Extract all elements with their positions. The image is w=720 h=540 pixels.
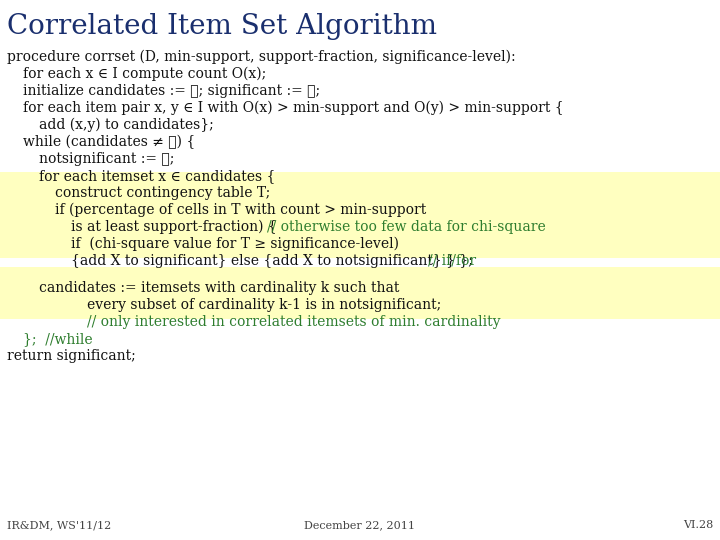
Text: if  (chi-square value for T ≥ significance-level): if (chi-square value for T ≥ significanc… — [71, 237, 399, 252]
Text: is at least support-fraction) {: is at least support-fraction) { — [71, 220, 286, 234]
Text: if (percentage of cells in T with count > min-support: if (percentage of cells in T with count … — [55, 203, 426, 218]
Text: return significant;: return significant; — [7, 349, 136, 363]
Text: while (candidates ≠ ∅) {: while (candidates ≠ ∅) { — [23, 135, 195, 149]
Text: VI.28: VI.28 — [683, 520, 713, 530]
Text: {add X to significant} else {add X to notsignificant} } };: {add X to significant} else {add X to no… — [71, 254, 482, 268]
Text: // otherwise too few data for chi-square: // otherwise too few data for chi-square — [267, 220, 546, 234]
Text: construct contingency table T;: construct contingency table T; — [55, 186, 270, 200]
Bar — [0, 172, 720, 258]
Text: // if/for: // if/for — [428, 254, 476, 268]
Text: };  //while: }; //while — [23, 332, 93, 346]
Text: Correlated Item Set Algorithm: Correlated Item Set Algorithm — [7, 13, 437, 40]
Text: notsignificant := ∅;: notsignificant := ∅; — [39, 152, 174, 166]
Text: initialize candidates := ∅; significant := ∅;: initialize candidates := ∅; significant … — [23, 84, 320, 98]
Text: add (x,y) to candidates};: add (x,y) to candidates}; — [39, 118, 214, 132]
Text: December 22, 2011: December 22, 2011 — [305, 520, 415, 530]
Text: for each itemset x ∈ candidates {: for each itemset x ∈ candidates { — [39, 169, 275, 183]
Text: for each item pair x, y ∈ I with O(x) > min-support and O(y) > min-support {: for each item pair x, y ∈ I with O(x) > … — [23, 101, 564, 116]
Text: every subset of cardinality k-1 is in notsignificant;: every subset of cardinality k-1 is in no… — [87, 298, 441, 312]
Text: for each x ∈ I compute count O(x);: for each x ∈ I compute count O(x); — [23, 67, 266, 82]
Text: IR&DM, WS'11/12: IR&DM, WS'11/12 — [7, 520, 112, 530]
Text: procedure corrset (D, min-support, support-fraction, significance-level):: procedure corrset (D, min-support, suppo… — [7, 50, 516, 64]
Text: candidates := itemsets with cardinality k such that: candidates := itemsets with cardinality … — [39, 281, 400, 295]
Bar — [0, 267, 720, 320]
Text: // only interested in correlated itemsets of min. cardinality: // only interested in correlated itemset… — [87, 315, 500, 329]
